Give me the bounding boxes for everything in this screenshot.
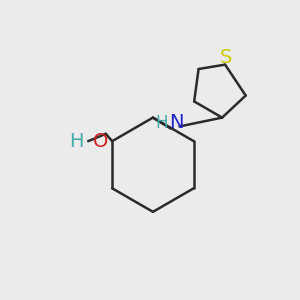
- Text: O: O: [93, 132, 109, 151]
- Text: N: N: [169, 113, 184, 132]
- Text: H: H: [155, 114, 168, 132]
- Text: S: S: [220, 48, 232, 67]
- Text: H: H: [69, 132, 83, 151]
